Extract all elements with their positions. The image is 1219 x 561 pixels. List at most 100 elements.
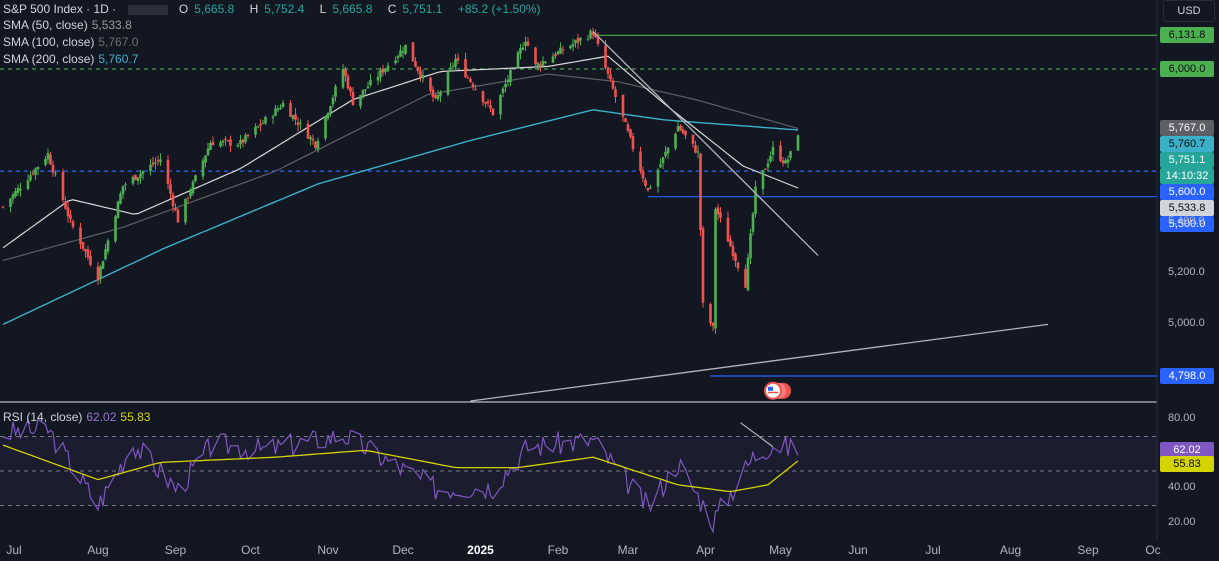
candle-body — [641, 170, 645, 179]
candle-body — [224, 138, 227, 140]
candle-body — [661, 157, 665, 164]
candle-body — [436, 95, 440, 100]
candle-body — [239, 140, 242, 145]
time-tick-label: Oc — [1145, 543, 1161, 557]
candle-body — [341, 68, 345, 88]
candle-body — [504, 83, 507, 88]
candle-body — [456, 57, 460, 61]
price-badge: 5,760.7 — [1160, 136, 1214, 153]
sma200-legend[interactable]: SMA (200, close) 5,760.7 — [3, 52, 139, 66]
candle-body — [451, 65, 455, 67]
candle-body — [569, 45, 572, 49]
us-flag-icon[interactable] — [764, 381, 791, 400]
candle-body — [136, 177, 140, 181]
candle-body — [626, 124, 630, 131]
candle-body — [506, 79, 510, 83]
candle-body — [786, 159, 790, 163]
time-tick-label: Jul — [6, 543, 22, 557]
time-tick-label: Jul — [925, 543, 941, 557]
candle-body — [769, 156, 772, 162]
candle-body — [474, 89, 477, 91]
candle-body — [264, 117, 267, 124]
rsi-legend[interactable]: RSI (14, close) 62.02 55.83 — [3, 410, 151, 424]
candle-body — [534, 47, 537, 65]
sma50-legend[interactable]: SMA (50, close) 5,533.8 — [3, 18, 132, 32]
sma100-path — [2, 73, 799, 262]
candle-body — [674, 133, 677, 149]
candle-body — [676, 126, 680, 132]
candle-body — [709, 304, 712, 324]
candle-body — [34, 168, 37, 176]
time-tick-label: Apr — [696, 543, 715, 557]
candle-body — [171, 194, 175, 207]
candle-body — [519, 48, 522, 54]
candle-body — [289, 103, 292, 117]
sma100-legend[interactable]: SMA (100, close) 5,767.0 — [3, 35, 139, 49]
candle-body — [656, 169, 660, 187]
candle-body — [681, 129, 685, 134]
candle-body — [611, 80, 615, 89]
candle-body — [734, 253, 737, 262]
candle-body — [576, 37, 580, 43]
candle-body — [524, 41, 527, 46]
candle-body — [89, 255, 92, 265]
time-tick-label: 2025 — [467, 543, 494, 557]
sma50-path — [2, 55, 799, 249]
candle-body — [586, 38, 590, 40]
price-badge: 5,600.0 — [1160, 184, 1214, 201]
candle-body — [596, 37, 600, 44]
trendlines[interactable] — [470, 30, 1049, 402]
sma200-path — [2, 109, 799, 326]
candle-body — [261, 122, 265, 124]
candle-body — [509, 69, 512, 83]
candle-body — [16, 187, 20, 193]
candle-body — [779, 145, 782, 161]
candle-body — [386, 65, 390, 71]
time-tick-label: Mar — [617, 543, 639, 557]
candle-body — [306, 123, 310, 139]
candle-body — [324, 116, 327, 139]
rsi-trendline — [740, 422, 774, 448]
candle-body — [466, 77, 470, 79]
candle-body — [414, 61, 417, 67]
candle-body — [491, 108, 495, 116]
candle-body — [729, 239, 732, 247]
candle-body — [381, 68, 385, 73]
currency-button[interactable]: USD — [1163, 0, 1215, 22]
candle-body — [9, 198, 12, 207]
candle-body — [154, 162, 157, 164]
candle-body — [106, 240, 110, 252]
candle-body — [446, 71, 450, 95]
candle-body — [464, 59, 467, 78]
candle-body — [789, 151, 792, 158]
candle-body — [186, 197, 190, 199]
candle-body — [579, 38, 582, 41]
candle-body — [191, 181, 195, 194]
candle-body — [631, 136, 635, 150]
candle-body — [421, 75, 425, 79]
time-tick-label: Sep — [1077, 543, 1099, 557]
flag-stripe — [768, 391, 778, 394]
candle-body — [219, 142, 222, 147]
candle-body — [749, 233, 752, 259]
candle-body — [1, 206, 5, 208]
time-tick-label: Sep — [164, 543, 187, 557]
rsi-ma-line — [2, 444, 799, 493]
candle-body — [521, 47, 525, 50]
time-tick-label: Jun — [848, 543, 868, 557]
candle-body — [46, 153, 50, 160]
candle-body — [184, 198, 187, 223]
candle-body — [141, 171, 145, 175]
candle-body — [19, 188, 22, 191]
candle-body — [394, 60, 397, 64]
rsi-tick-label: 20.00 — [1168, 515, 1196, 528]
candle-body — [201, 160, 205, 177]
candle-body — [591, 31, 595, 35]
sma100-line — [2, 73, 799, 262]
candle-body — [606, 67, 610, 74]
candle-body — [279, 107, 282, 109]
candle-body — [329, 106, 332, 115]
candle-body — [754, 186, 757, 214]
candle-body — [174, 207, 177, 211]
